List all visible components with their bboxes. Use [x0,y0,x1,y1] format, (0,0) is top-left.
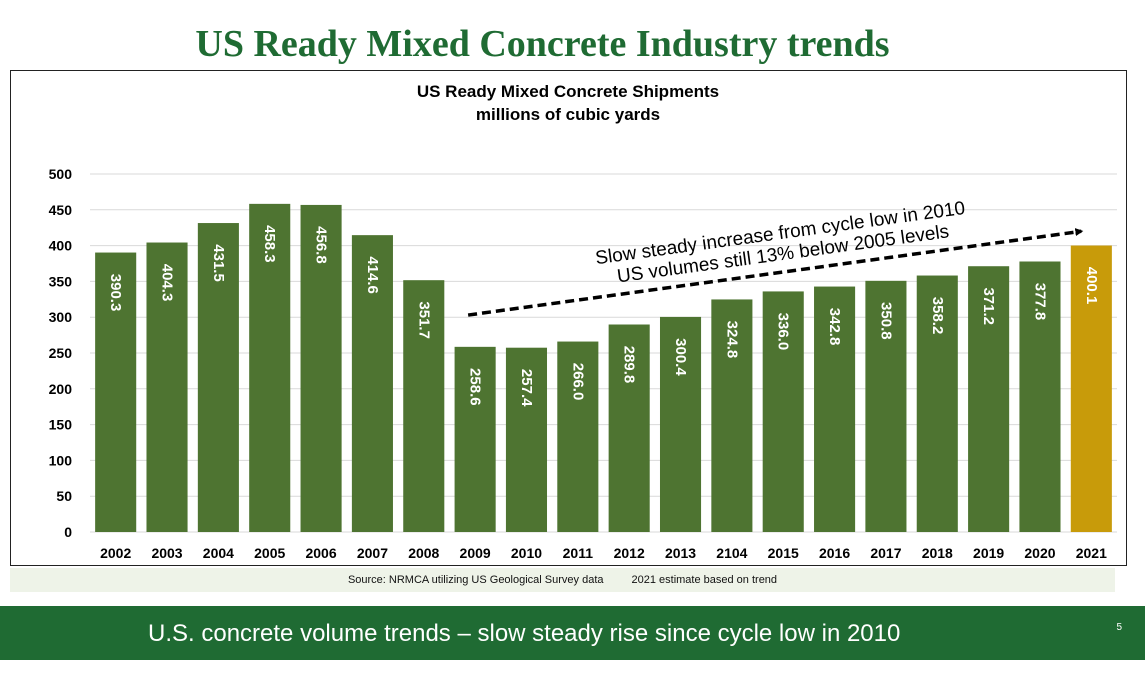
x-tick-label: 2002 [100,545,131,561]
source-text: Source: NRMCA utilizing US Geological Su… [347,574,604,586]
trend-arrow [467,228,1084,317]
data-label: 458.3 [261,225,278,263]
y-tick-label: 450 [49,202,73,218]
x-tick-label: 2017 [870,545,901,561]
bar-2010 [505,347,548,532]
bar-2004 [197,223,239,532]
x-tick-label: 2004 [203,545,234,561]
y-axis-ticks: 0 50 100 150 200 250 300 350 400 450 500 [49,166,73,540]
data-label: 257.4 [518,369,535,407]
bar-2012 [608,324,650,532]
data-label: 431.5 [210,244,227,282]
x-tick-label: 2015 [768,545,799,561]
data-label: 371.2 [980,287,997,325]
x-tick-label: 2006 [305,545,336,561]
y-tick-label: 150 [49,417,73,433]
x-tick-label: 2019 [973,545,1004,561]
gridlines [90,173,1117,533]
bar-2005 [249,203,291,533]
x-tick-label: 2008 [408,545,439,561]
bars: 390.3 404.3 431.5 458.3 456.8 414.6 351.7 258.6… [95,203,1112,533]
data-label: 377.8 [1031,283,1048,321]
y-tick-label: 0 [64,524,72,540]
chart-title: US Ready Mixed Concrete Shipments [417,82,719,101]
bar-2009 [454,346,496,532]
x-tick-label: 2016 [819,545,850,561]
bar-2017 [865,280,907,532]
x-tick-label: 2009 [460,545,491,561]
data-label: 342.8 [826,308,843,346]
bar-2003 [146,242,188,533]
data-label: 336.0 [775,313,792,351]
y-tick-label: 50 [56,488,72,504]
bar-chart: US Ready Mixed Concrete Shipments millio… [49,82,1117,561]
y-tick-label: 350 [49,273,73,289]
bar-2016 [814,286,856,532]
data-label: 358.2 [929,297,946,335]
y-tick-label: 100 [49,452,73,468]
x-tick-label: 2021 [1076,545,1107,561]
bar-2013 [659,316,702,532]
bar-2019 [968,266,1010,532]
x-tick-label: 2104 [716,545,747,561]
bar-2015 [762,291,804,532]
slide-title: US Ready Mixed Concrete Industry trends [195,23,890,65]
source-bar: Source: NRMCA utilizing US Geological Su… [10,568,1115,592]
data-label: 390.3 [107,274,124,312]
x-tick-label: 2003 [151,545,182,561]
bar-2006 [300,204,342,532]
x-tick-label: 2010 [511,545,542,561]
data-label: 266.0 [569,363,586,401]
bar-2002 [95,252,137,532]
y-tick-label: 500 [49,166,73,182]
x-tick-label: 2018 [922,545,953,561]
y-tick-label: 250 [49,345,73,361]
bar-2018 [916,275,958,532]
data-label: 414.6 [364,256,381,294]
footer-text: U.S. concrete volume trends – slow stead… [148,620,901,647]
bar-2008 [403,280,445,532]
bar-2104 [711,299,753,532]
x-tick-label: 2012 [614,545,645,561]
data-label: 289.8 [621,346,638,384]
chart-subtitle: millions of cubic yards [476,105,660,124]
x-tick-label: 2011 [563,545,594,561]
y-tick-label: 300 [49,309,73,325]
data-label: 300.4 [672,338,689,376]
bar-2007 [351,235,393,532]
x-tick-label: 2007 [357,545,388,561]
data-label: 351.7 [415,301,432,339]
bar-2011 [557,341,599,532]
bar-2021 [1070,245,1112,533]
data-label: 324.8 [723,321,740,359]
x-tick-label: 2020 [1024,545,1055,561]
data-label: 350.8 [877,302,894,340]
y-tick-label: 400 [49,238,73,254]
bar-2020 [1019,261,1061,532]
x-axis-ticks: 2002 2003 2004 2005 2006 2007 2008 2009 2010 2011… [100,545,1107,561]
page-number: 5 [1116,622,1122,633]
x-tick-label: 2013 [665,545,696,561]
data-label: 404.3 [159,264,176,302]
data-label: 456.8 [313,226,330,264]
data-label: 258.6 [467,368,484,406]
footer-bar: U.S. concrete volume trends – slow stead… [0,606,1145,660]
chart-frame: US Ready Mixed Concrete Shipments millio… [10,70,1127,566]
data-label: 400.1 [1083,267,1100,305]
y-tick-label: 200 [49,381,73,397]
x-tick-label: 2005 [254,545,285,561]
estimate-note: 2021 estimate based on trend [631,574,778,586]
